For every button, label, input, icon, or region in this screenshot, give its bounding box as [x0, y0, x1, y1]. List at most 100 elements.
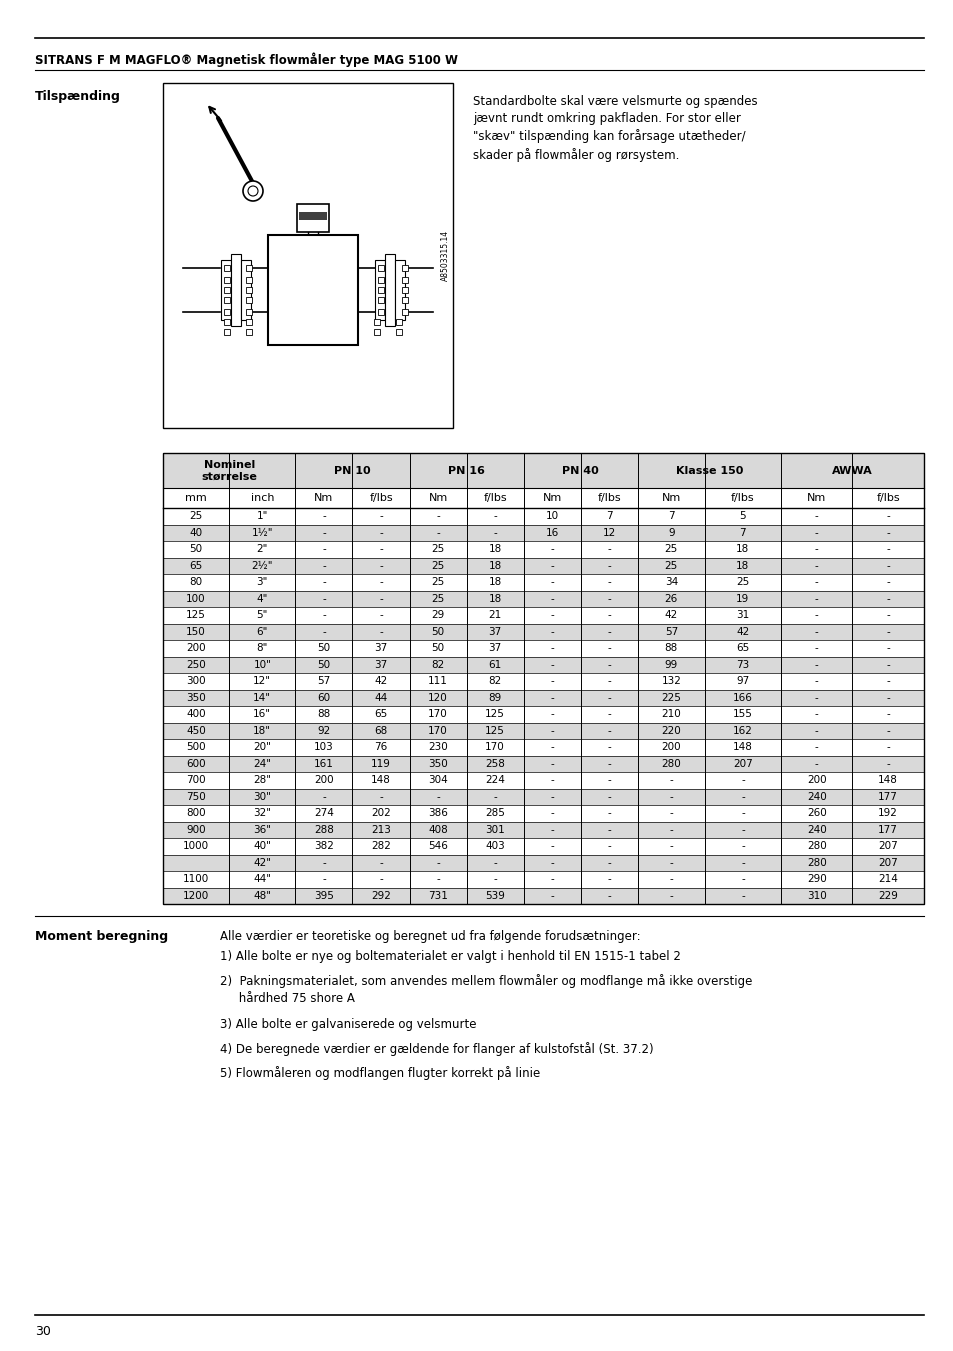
Text: 26: 26 — [664, 593, 678, 604]
Text: 31: 31 — [736, 611, 749, 620]
Bar — [374, 319, 379, 326]
Text: 150: 150 — [186, 627, 206, 636]
Text: -: - — [550, 611, 554, 620]
Text: 1½": 1½" — [252, 528, 273, 538]
Text: -: - — [550, 709, 554, 719]
Text: -: - — [885, 627, 889, 636]
Text: -: - — [740, 792, 744, 801]
Text: 9: 9 — [667, 528, 674, 538]
Text: -: - — [740, 842, 744, 851]
Text: 25: 25 — [190, 511, 203, 521]
Text: -: - — [550, 577, 554, 588]
Bar — [163, 888, 923, 904]
Text: 900: 900 — [186, 824, 206, 835]
Text: 200: 200 — [314, 775, 334, 785]
Text: -: - — [814, 528, 818, 538]
Text: 148: 148 — [371, 775, 391, 785]
Text: 350: 350 — [186, 693, 206, 703]
Text: 450: 450 — [186, 725, 206, 736]
Bar — [163, 453, 923, 904]
Text: 500: 500 — [186, 742, 206, 753]
Text: AWWA: AWWA — [831, 466, 872, 476]
Text: 76: 76 — [374, 742, 387, 753]
Bar — [246, 330, 252, 335]
Text: Nm: Nm — [661, 493, 680, 503]
Text: 36": 36" — [253, 824, 271, 835]
Text: 57: 57 — [317, 677, 331, 686]
Text: 7: 7 — [667, 511, 674, 521]
Bar — [246, 297, 252, 303]
Text: 12: 12 — [602, 528, 616, 538]
Text: -: - — [740, 858, 744, 867]
Text: 280: 280 — [660, 759, 680, 769]
Text: 119: 119 — [371, 759, 391, 769]
Text: Tilspænding: Tilspænding — [35, 91, 121, 103]
Text: 800: 800 — [186, 808, 206, 819]
Text: 207: 207 — [878, 858, 897, 867]
Bar — [224, 309, 230, 315]
Text: 403: 403 — [485, 842, 504, 851]
Text: -: - — [607, 775, 611, 785]
Text: 10: 10 — [545, 511, 558, 521]
Text: -: - — [885, 528, 889, 538]
Text: 18: 18 — [488, 577, 501, 588]
Text: 42: 42 — [374, 677, 387, 686]
Text: -: - — [607, 842, 611, 851]
Text: -: - — [669, 792, 673, 801]
Text: 731: 731 — [428, 890, 448, 901]
Text: 97: 97 — [736, 677, 749, 686]
Text: -: - — [607, 824, 611, 835]
Text: -: - — [885, 709, 889, 719]
Bar — [163, 508, 923, 524]
Bar — [224, 277, 230, 282]
Text: 120: 120 — [428, 693, 448, 703]
Text: -: - — [378, 627, 382, 636]
Bar — [224, 330, 230, 335]
Text: 125: 125 — [485, 725, 504, 736]
Text: -: - — [322, 593, 326, 604]
Text: 382: 382 — [314, 842, 334, 851]
Text: 224: 224 — [485, 775, 504, 785]
Text: 50: 50 — [431, 627, 444, 636]
Text: f/lbs: f/lbs — [597, 493, 620, 503]
Text: 213: 213 — [371, 824, 391, 835]
Bar — [298, 212, 327, 220]
Text: 292: 292 — [371, 890, 391, 901]
Text: Nm: Nm — [806, 493, 825, 503]
Text: -: - — [378, 792, 382, 801]
Text: -: - — [550, 659, 554, 670]
Text: -: - — [814, 759, 818, 769]
Text: 50: 50 — [317, 659, 330, 670]
Bar — [163, 723, 923, 739]
Text: 34: 34 — [664, 577, 678, 588]
Text: 250: 250 — [186, 659, 206, 670]
Text: -: - — [322, 544, 326, 554]
Text: 170: 170 — [428, 725, 448, 736]
Text: -: - — [885, 693, 889, 703]
Text: 61: 61 — [488, 659, 501, 670]
Text: -: - — [669, 808, 673, 819]
Text: -: - — [814, 593, 818, 604]
Text: -: - — [378, 561, 382, 570]
Bar — [375, 259, 385, 320]
Bar — [246, 286, 252, 293]
Text: Moment beregning: Moment beregning — [35, 929, 168, 943]
Text: 539: 539 — [485, 890, 504, 901]
Text: 25: 25 — [664, 561, 678, 570]
Text: -: - — [814, 693, 818, 703]
Text: 68: 68 — [374, 725, 387, 736]
Bar — [401, 297, 408, 303]
Text: -: - — [814, 561, 818, 570]
Text: 103: 103 — [314, 742, 334, 753]
Text: 50: 50 — [317, 643, 330, 654]
Text: 125: 125 — [485, 709, 504, 719]
Text: 285: 285 — [485, 808, 504, 819]
Text: PN 40: PN 40 — [562, 466, 598, 476]
Text: Nm: Nm — [428, 493, 447, 503]
Bar — [163, 689, 923, 707]
Text: 111: 111 — [428, 677, 448, 686]
Text: -: - — [607, 693, 611, 703]
Text: 18: 18 — [488, 544, 501, 554]
Text: -: - — [607, 709, 611, 719]
Text: 282: 282 — [371, 842, 391, 851]
